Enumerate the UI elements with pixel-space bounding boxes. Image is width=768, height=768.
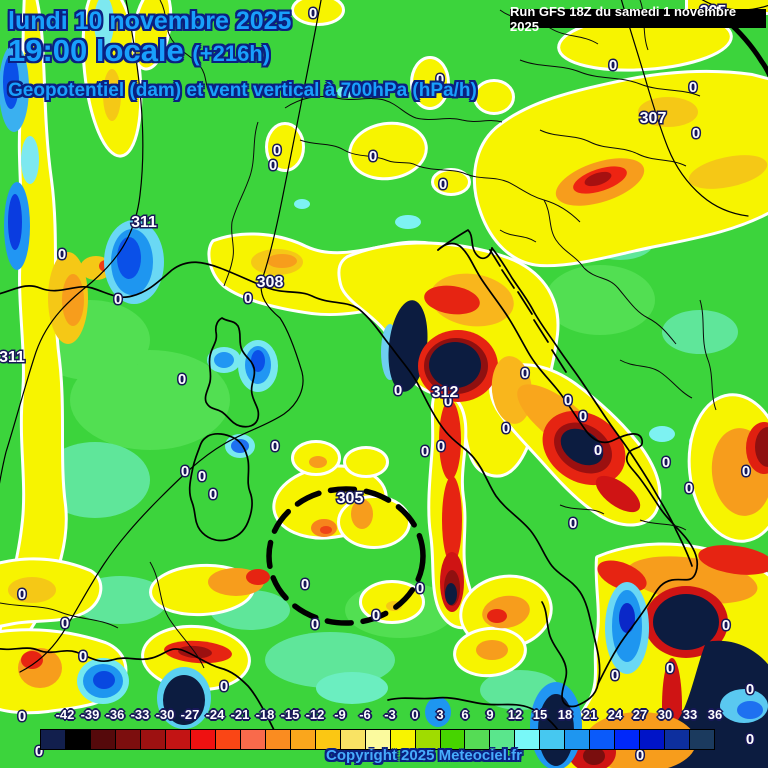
zero-contour-label: 0	[61, 615, 69, 632]
colorbar-cell	[189, 730, 215, 749]
zero-contour-label: 0	[58, 246, 66, 263]
zero-contour-label: 0	[746, 681, 754, 698]
colorbar-cell	[64, 730, 90, 749]
colorbar-cell	[539, 730, 565, 749]
zero-contour-label: 0	[609, 57, 617, 74]
zero-contour-label: 0	[689, 79, 697, 96]
zero-contour-label: 0	[369, 148, 377, 165]
zero-contour-label: 0	[742, 463, 750, 480]
colorbar-cell	[364, 730, 390, 749]
colorbar-cell	[114, 730, 140, 749]
zero-contour-label: 0	[692, 125, 700, 142]
zero-contour-label: 0	[271, 438, 279, 455]
colorbar-cell	[614, 730, 640, 749]
colorbar-cell	[289, 730, 315, 749]
zero-contour-label: 0	[301, 576, 309, 593]
zero-contour-label: 0	[722, 617, 730, 634]
zero-contour-label: 0	[594, 442, 602, 459]
colorbar-cell	[314, 730, 340, 749]
colorbar-cell	[489, 730, 515, 749]
zero-contour-label: 0	[437, 438, 445, 455]
zero-contour-label: 0	[502, 420, 510, 437]
zero-contour-label: 0	[181, 463, 189, 480]
zero-contour-label: 0	[636, 747, 644, 764]
geopotential-label: 311	[0, 349, 25, 366]
zero-contour-label: 0	[35, 743, 43, 760]
colorbar-cell	[414, 730, 440, 749]
zero-contour-label: 0	[79, 648, 87, 665]
colorbar-cell	[139, 730, 165, 749]
colorbar	[40, 729, 715, 750]
zero-contour-label: 0	[416, 580, 424, 597]
zero-contour-label: 0	[685, 480, 693, 497]
colorbar-cell	[564, 730, 590, 749]
zero-contour-label: 0	[220, 678, 228, 695]
colorbar-cell	[689, 730, 715, 749]
zero-contour-label: 0	[372, 607, 380, 624]
zero-contour-label: 0	[421, 443, 429, 460]
zero-contour-label: 0	[114, 291, 122, 308]
colorbar-cell	[164, 730, 190, 749]
colorbar-cell	[639, 730, 665, 749]
colorbar-cell	[339, 730, 365, 749]
zero-contour-label: 0	[269, 157, 277, 174]
zero-contour-label: 0	[198, 468, 206, 485]
zero-contour-label: 0	[394, 382, 402, 399]
zero-contour-label: 0	[273, 142, 281, 159]
zero-contour-label: 0	[444, 393, 452, 410]
zero-contour-label: 0	[18, 586, 26, 603]
colorbar-cell	[464, 730, 490, 749]
colorbar-cell	[264, 730, 290, 749]
zero-contour-label: 0	[662, 454, 670, 471]
zero-contour-label: 0	[611, 667, 619, 684]
zero-contour-label: 0	[569, 515, 577, 532]
map-coastlines	[0, 229, 699, 739]
zero-contour-label: 0	[209, 486, 217, 503]
colorbar-cell	[514, 730, 540, 749]
run-info-box: Run GFS 18Z du samedi 1 novembre 2025	[510, 4, 766, 34]
colorbar-cell	[214, 730, 240, 749]
colorbar-cell	[239, 730, 265, 749]
colorbar-cell	[664, 730, 690, 749]
colorbar-cell	[589, 730, 615, 749]
map-geopotential-contours	[0, 0, 768, 673]
zero-contour-label: 0	[564, 392, 572, 409]
zero-contour-label: 0	[666, 660, 674, 677]
zero-contour-label: 0	[746, 731, 754, 748]
zero-contour-label: 0	[178, 371, 186, 388]
zero-contour-label: 0	[244, 290, 252, 307]
geopotential-label: 311	[131, 214, 157, 231]
zero-contour-label: 0	[579, 408, 587, 425]
colorbar-cell	[89, 730, 115, 749]
zero-contour-label: 0	[436, 71, 444, 88]
zero-contour-label: 0	[311, 616, 319, 633]
geopotential-label: 307	[640, 110, 667, 127]
geopotential-label: 312	[432, 384, 459, 401]
copyright-text: Copyright 2025 Meteociel.fr	[326, 747, 522, 764]
zero-contour-label: 0	[18, 708, 26, 725]
colorbar-cell	[41, 730, 65, 749]
zero-contour-label: 0	[521, 365, 529, 382]
geopotential-label: 308	[257, 274, 284, 291]
geopotential-label: 305	[337, 490, 364, 507]
zero-contour-label: 0	[439, 176, 447, 193]
zero-contour-label: 0	[309, 5, 317, 22]
colorbar-cell	[439, 730, 465, 749]
colorbar-cell	[389, 730, 415, 749]
